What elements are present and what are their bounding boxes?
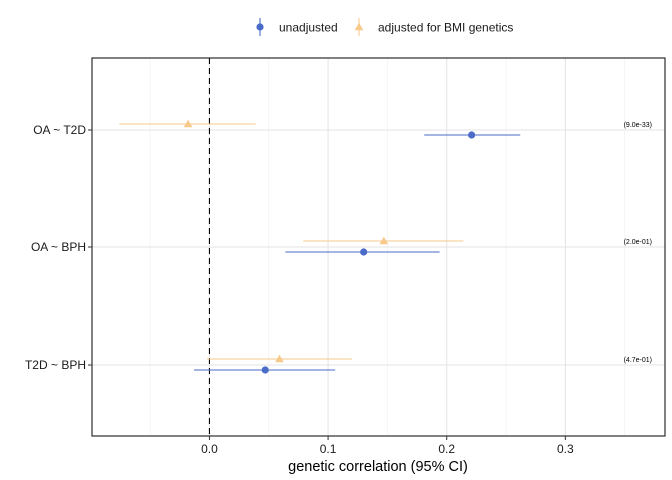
- point-unadjusted: [360, 248, 368, 256]
- p-value-label: (9.0e-33): [624, 122, 652, 129]
- p-value-label: (2.0e-01): [624, 239, 652, 246]
- legend: unadjusted adjusted for BMI genetics: [256, 18, 513, 36]
- x-tick-label: 0.3: [557, 442, 574, 456]
- point-unadjusted: [468, 131, 476, 139]
- y-tick-label: T2D ~ BPH: [25, 358, 86, 372]
- p-value-label: (4.7e-01): [624, 357, 652, 364]
- legend-label-unadjusted: unadjusted: [279, 21, 338, 35]
- point-estimates: [183, 119, 476, 374]
- legend-key-unadjusted-point: [256, 23, 264, 31]
- x-tick-label: 0.0: [201, 442, 218, 456]
- x-tick-label: 0.2: [438, 442, 455, 456]
- legend-label-adjusted: adjusted for BMI genetics: [378, 21, 513, 35]
- y-tick-label: OA ~ BPH: [31, 240, 86, 254]
- point-unadjusted: [261, 366, 269, 374]
- x-axis: 0.0 0.1 0.2 0.3: [201, 436, 574, 456]
- major-gridlines: [92, 58, 665, 436]
- x-tick-label: 0.1: [320, 442, 337, 456]
- point-adjusted: [275, 354, 284, 363]
- point-adjusted: [183, 119, 193, 128]
- legend-key-adjusted-point: [354, 22, 364, 31]
- y-axis: OA ~ T2D OA ~ BPH T2D ~ BPH: [25, 123, 92, 372]
- p-value-annotations: (9.0e-33) (2.0e-01) (4.7e-01): [624, 122, 652, 364]
- y-tick-label: OA ~ T2D: [33, 123, 86, 137]
- x-axis-title: genetic correlation (95% CI): [288, 459, 468, 475]
- point-adjusted: [379, 236, 389, 245]
